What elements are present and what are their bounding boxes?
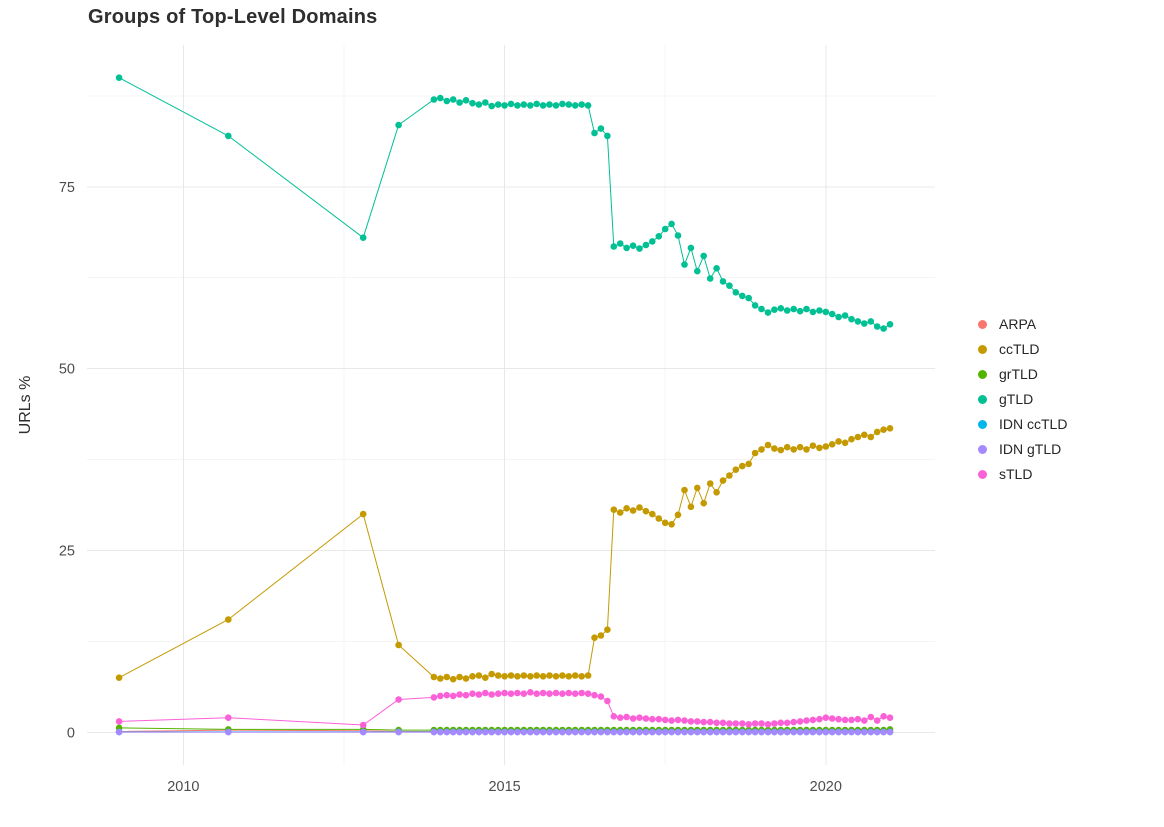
legend-swatch: [978, 394, 987, 404]
legend-item-idn-gtld: IDN gTLD: [978, 441, 1067, 457]
svg-text:0: 0: [67, 725, 75, 741]
svg-text:50: 50: [59, 362, 75, 378]
legend-item-gtld: gTLD: [978, 391, 1067, 407]
legend-label: IDN gTLD: [999, 441, 1062, 457]
legend-item-stld: sTLD: [978, 466, 1067, 482]
svg-text:2010: 2010: [167, 779, 199, 795]
legend-swatch: [978, 344, 987, 354]
legend-item-idn-cctld: IDN ccTLD: [978, 416, 1067, 432]
legend: ARPA ccTLD grTLD gTLD IDN ccTLD IDN gTLD…: [978, 316, 1067, 482]
legend-swatch: [978, 369, 987, 379]
legend-label: grTLD: [999, 366, 1038, 382]
legend-swatch: [978, 469, 987, 479]
legend-label: IDN ccTLD: [999, 416, 1068, 432]
legend-swatch: [978, 444, 987, 454]
legend-label: ccTLD: [999, 341, 1040, 357]
legend-swatch: [978, 319, 987, 329]
svg-text:2015: 2015: [488, 779, 520, 795]
legend-label: gTLD: [999, 391, 1034, 407]
legend-swatch: [978, 419, 987, 429]
chart-title: Groups of Top-Level Domains: [88, 6, 378, 28]
svg-text:25: 25: [59, 543, 75, 559]
legend-label: ARPA: [999, 316, 1037, 332]
legend-label: sTLD: [999, 466, 1033, 482]
legend-item-arpa: ARPA: [978, 316, 1067, 332]
svg-text:2020: 2020: [810, 779, 842, 795]
legend-item-grtld: grTLD: [978, 366, 1067, 382]
legend-item-cctld: ccTLD: [978, 341, 1067, 357]
svg-text:75: 75: [59, 180, 75, 196]
